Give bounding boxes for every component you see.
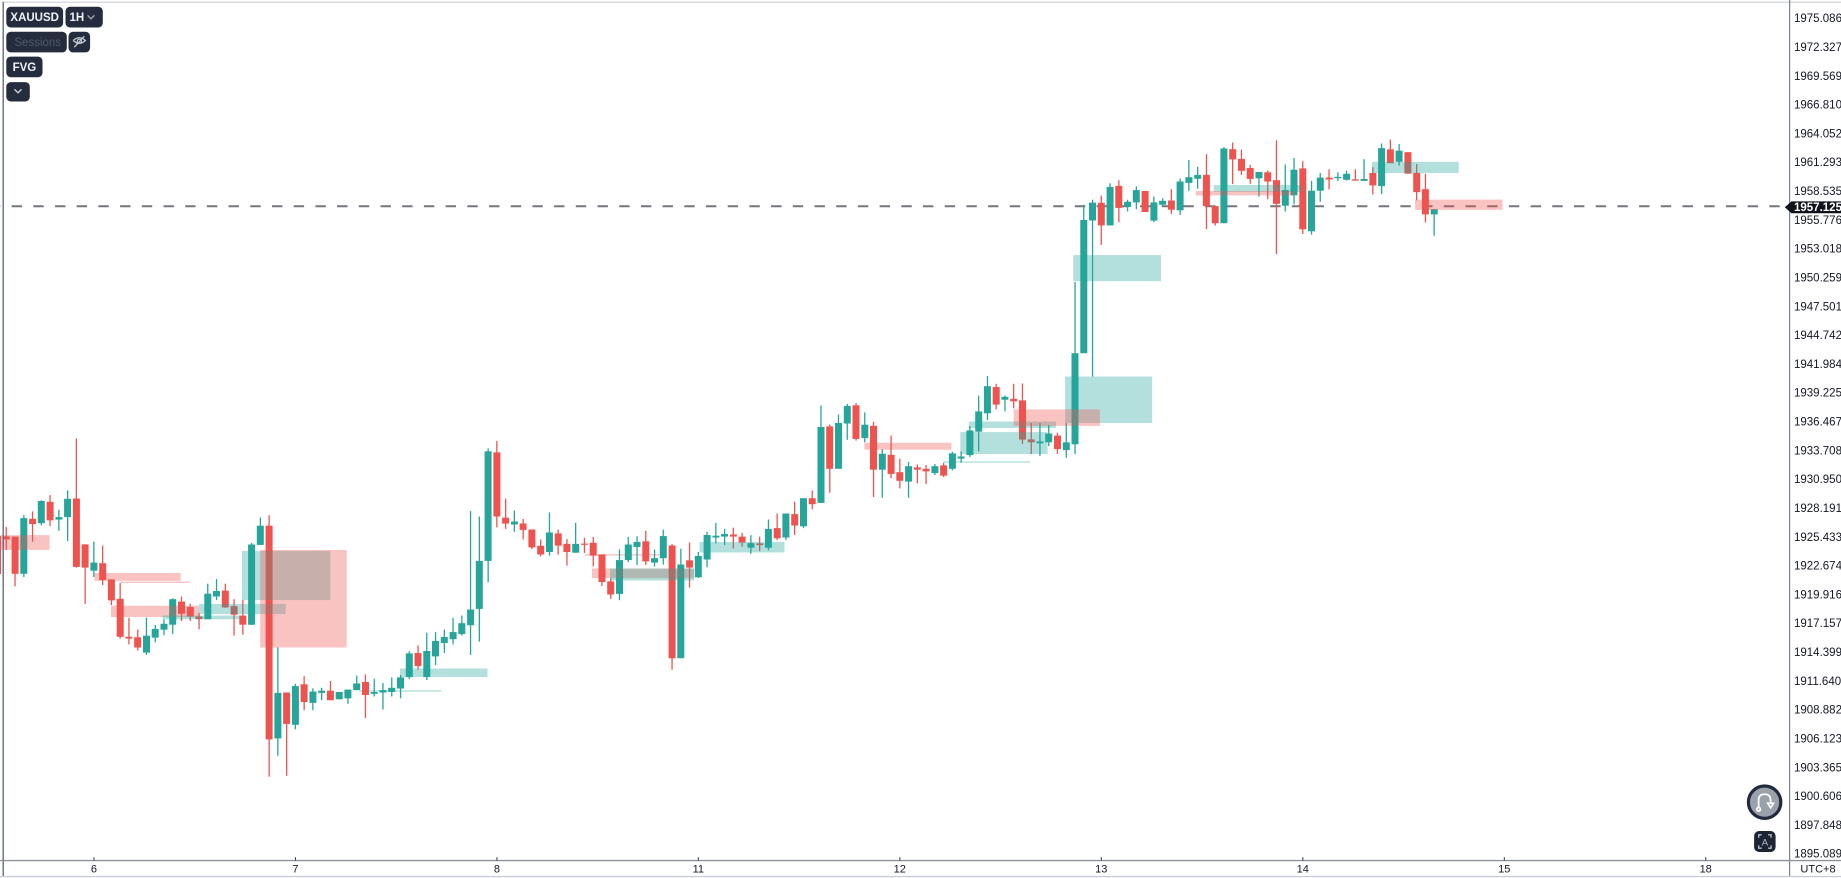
- svg-text:UTC+8: UTC+8: [1800, 864, 1835, 876]
- svg-text:1933.708: 1933.708: [1794, 445, 1841, 457]
- svg-text:1957.125: 1957.125: [1794, 202, 1841, 214]
- svg-text:8: 8: [494, 864, 500, 876]
- svg-text:15: 15: [1498, 864, 1510, 876]
- svg-text:1944.742: 1944.742: [1794, 330, 1841, 342]
- svg-text:A: A: [1762, 838, 1769, 849]
- svg-text:XAUUSD: XAUUSD: [10, 12, 59, 24]
- svg-text:Sessions: Sessions: [14, 37, 61, 49]
- svg-text:11: 11: [693, 864, 704, 876]
- svg-text:1H: 1H: [70, 12, 85, 24]
- svg-text:1908.882: 1908.882: [1794, 705, 1841, 717]
- svg-text:1922.674: 1922.674: [1794, 561, 1841, 573]
- svg-text:1975.086: 1975.086: [1794, 13, 1841, 25]
- svg-text:1930.950: 1930.950: [1794, 474, 1841, 486]
- svg-text:1947.501: 1947.501: [1794, 301, 1841, 313]
- svg-text:1950.259: 1950.259: [1794, 273, 1841, 285]
- svg-text:7: 7: [292, 864, 298, 876]
- svg-text:1914.399: 1914.399: [1794, 647, 1841, 659]
- svg-text:FVG: FVG: [13, 62, 37, 74]
- svg-text:1936.467: 1936.467: [1794, 417, 1841, 429]
- svg-text:1900.606: 1900.606: [1794, 791, 1841, 803]
- svg-text:1895.089: 1895.089: [1794, 849, 1841, 861]
- svg-text:18: 18: [1700, 864, 1712, 876]
- svg-text:1961.293: 1961.293: [1794, 157, 1841, 169]
- svg-text:1964.052: 1964.052: [1794, 128, 1841, 140]
- svg-text:1906.123: 1906.123: [1794, 734, 1841, 746]
- svg-text:1939.225: 1939.225: [1794, 388, 1841, 400]
- svg-text:1911.640: 1911.640: [1794, 676, 1841, 688]
- svg-text:1903.365: 1903.365: [1794, 762, 1841, 774]
- svg-text:1925.433: 1925.433: [1794, 532, 1841, 544]
- svg-text:14: 14: [1297, 864, 1309, 876]
- svg-text:1955.776: 1955.776: [1794, 215, 1841, 227]
- svg-text:1969.569: 1969.569: [1794, 71, 1841, 83]
- svg-text:1953.018: 1953.018: [1794, 244, 1841, 256]
- svg-text:6: 6: [91, 864, 97, 876]
- svg-text:12: 12: [894, 864, 906, 876]
- svg-text:1897.848: 1897.848: [1794, 820, 1841, 832]
- svg-text:1966.810: 1966.810: [1794, 100, 1841, 112]
- svg-text:1917.157: 1917.157: [1794, 618, 1841, 630]
- svg-text:1919.916: 1919.916: [1794, 589, 1841, 601]
- svg-text:1958.535: 1958.535: [1794, 186, 1841, 198]
- svg-text:1941.984: 1941.984: [1794, 359, 1841, 371]
- svg-text:1928.191: 1928.191: [1794, 503, 1841, 515]
- svg-text:13: 13: [1095, 864, 1107, 876]
- svg-text:1972.327: 1972.327: [1794, 42, 1841, 54]
